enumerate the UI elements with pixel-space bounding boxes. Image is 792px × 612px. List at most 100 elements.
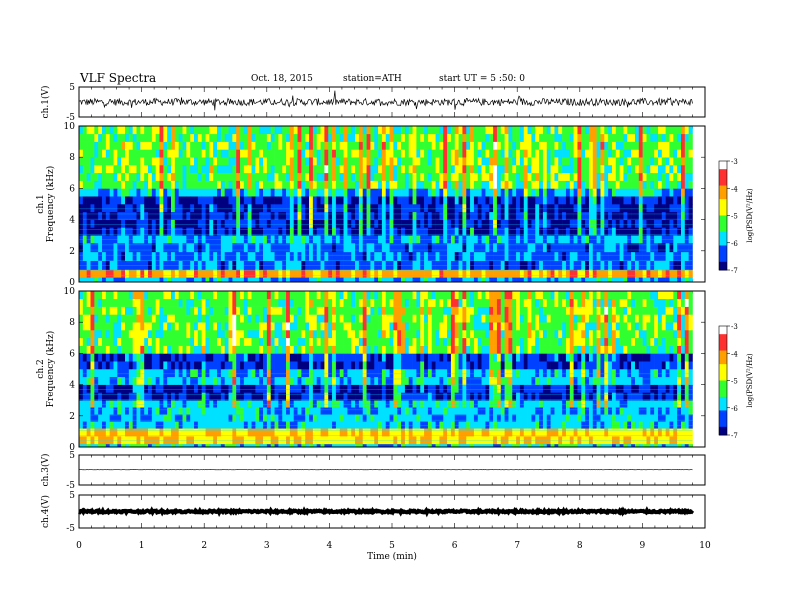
y-tick-label: 5	[69, 451, 75, 461]
x-tick-label: 9	[640, 541, 646, 551]
colorbar-cell	[719, 174, 727, 178]
x-tick-label: 10	[699, 541, 711, 551]
colorbar-cell	[719, 218, 727, 222]
panel-5: 5 -5 ch.4(V)	[40, 491, 706, 534]
colorbar-cell	[719, 375, 727, 379]
colorbar-cell	[719, 199, 727, 203]
colorbar-cell	[719, 364, 727, 368]
colorbar-cell	[719, 204, 727, 208]
x-tick-label: 6	[452, 541, 458, 551]
y-tick-label: 5	[69, 83, 75, 93]
y-axis-label: ch.2	[36, 359, 46, 378]
y-tick-label: 2	[69, 412, 75, 422]
colorbar-cell	[719, 326, 727, 330]
spectrogram-ch2	[79, 291, 693, 448]
colorbar-cell	[719, 366, 727, 371]
colorbar-cell	[719, 261, 727, 266]
colorbar-cell	[719, 345, 727, 349]
colorbar-cell	[719, 358, 727, 362]
colorbar-cell	[719, 207, 727, 211]
colorbar-cell	[719, 377, 727, 381]
colorbar-cell	[719, 256, 727, 260]
y-tick-label: 2	[69, 247, 75, 257]
panel-4: 5 -5 ch.3(V)	[40, 451, 706, 491]
colorbar-cell	[719, 250, 727, 255]
colorbar-cell	[719, 421, 727, 425]
panel-border	[78, 125, 706, 283]
colorbar-cell	[719, 347, 727, 352]
colorbar-cell	[719, 369, 727, 373]
colorbar-cell	[719, 245, 727, 249]
colorbar-cell	[719, 161, 727, 165]
colorbar-cell	[719, 405, 727, 409]
colorbar-cell	[719, 193, 727, 197]
colorbar-cell	[719, 399, 727, 403]
colorbar-cell	[719, 163, 727, 167]
colorbar-cell	[719, 237, 727, 241]
y-tick-label: 10	[64, 287, 76, 297]
x-tick-label: 8	[577, 541, 583, 551]
colorbar-cell	[719, 372, 727, 376]
colorbar-tick-label: -4	[731, 350, 738, 358]
colorbar-cell	[719, 342, 727, 346]
colorbar-cell	[719, 196, 727, 200]
colorbar-cell	[719, 267, 727, 271]
colorbar-tick-label: -4	[731, 185, 738, 193]
panel-3: 0 2 4 6 8 10 ch.2 Frequency (kHz) -3 -4 -5 -6 -7 log(…	[36, 287, 754, 453]
colorbar-tick-label: -5	[731, 213, 738, 221]
colorbar-cell	[719, 396, 727, 401]
x-tick-label: 5	[389, 541, 395, 551]
y-tick-label: 0	[69, 443, 75, 453]
colorbar-cell	[719, 185, 727, 189]
y-tick-label: 6	[69, 349, 75, 359]
start-time-label: start UT = 5 :50: 0	[439, 74, 525, 84]
y-axis-label: ch.1	[36, 194, 46, 213]
colorbar-cell	[719, 210, 727, 214]
colorbar-cell	[719, 424, 727, 428]
colorbar-cell	[719, 180, 727, 184]
colorbar-cell	[719, 394, 727, 398]
colorbar-cell	[719, 402, 727, 406]
x-axis-label: Time (min)	[367, 551, 417, 562]
colorbar-cell	[719, 253, 727, 257]
colorbar-cell	[719, 220, 727, 225]
y-axis-label: ch.4(V)	[40, 495, 51, 528]
y-tick-label: 8	[69, 153, 75, 163]
colorbar-cell	[719, 388, 727, 392]
colorbar-cell	[719, 350, 727, 354]
colorbar-cell	[719, 231, 727, 236]
panel-border	[78, 494, 706, 529]
x-tick-label: 1	[139, 541, 145, 551]
chart-title: VLF Spectra	[80, 71, 157, 85]
colorbar-cell	[719, 334, 727, 338]
colorbar-cell	[719, 410, 727, 414]
colorbar-cell	[719, 331, 727, 335]
panel-2: 0 2 4 6 8 10 ch.1 Frequency (kHz) -3 -4 -5 -6 -7 log(…	[36, 122, 754, 288]
y-axis-label: ch.3(V)	[40, 454, 51, 487]
y-tick-label: -5	[66, 524, 75, 534]
colorbar-cell	[719, 426, 727, 431]
colorbar-cell	[719, 212, 727, 216]
colorbar-label: log(PSD(V²/Hz)	[746, 188, 754, 243]
colorbar-cell	[719, 169, 727, 173]
station-label: station=ATH	[343, 74, 402, 84]
colorbar-cell	[719, 188, 727, 192]
y-tick-label: -5	[66, 481, 75, 491]
colorbar-cell	[719, 429, 727, 433]
colorbar-cell	[719, 201, 727, 206]
colorbar-cell	[719, 385, 727, 390]
colorbar-cell	[719, 226, 727, 230]
waveform-trace	[78, 506, 695, 518]
colorbar-cell	[719, 182, 727, 187]
y-tick-label: -5	[66, 113, 75, 123]
panel-border	[78, 454, 706, 486]
y-tick-label: 10	[64, 122, 76, 132]
x-tick-label: 0	[76, 541, 82, 551]
colorbar-cell	[719, 380, 727, 384]
y-axis-label: ch.1(V)	[40, 86, 51, 119]
colorbar-cell	[719, 259, 727, 263]
y-tick-label: 4	[69, 216, 75, 226]
y-tick-label: 4	[69, 381, 75, 391]
colorbar-cell	[719, 432, 727, 436]
